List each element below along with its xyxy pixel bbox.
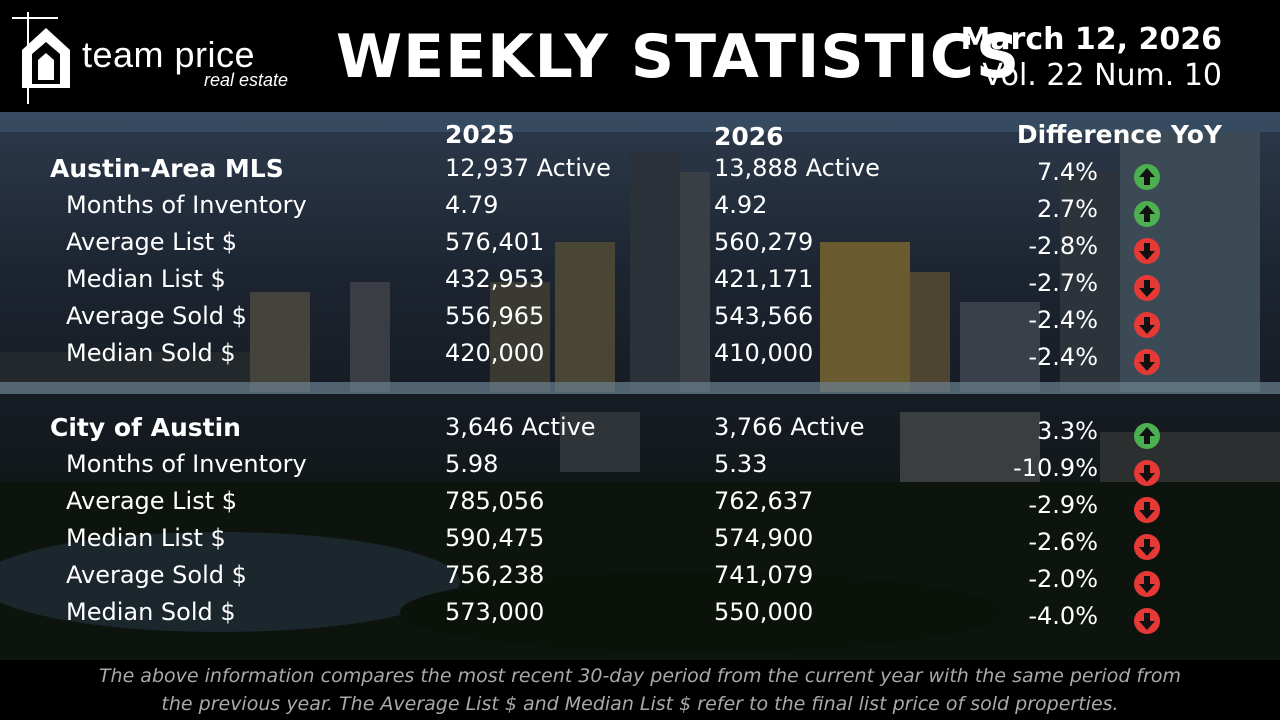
brand-subtitle: real estate (204, 70, 289, 90)
arrow-down-icon (1134, 275, 1160, 301)
section-title: Austin-Area MLS (50, 154, 284, 183)
row-value-2026: 5.33 (714, 450, 768, 478)
row-difference: -4.0% (1028, 602, 1098, 630)
row-label: Median List $ (66, 524, 226, 552)
row-difference: -2.6% (1028, 528, 1098, 556)
section-title: City of Austin (50, 413, 241, 442)
row-difference: -10.9% (1013, 454, 1098, 482)
active-difference: 7.4% (1037, 158, 1098, 186)
row-difference: -2.0% (1028, 565, 1098, 593)
row-label: Average Sold $ (66, 302, 247, 330)
footer-line-1: The above information compares the most … (98, 665, 1182, 687)
arrow-down-icon (1134, 497, 1160, 523)
arrow-down-icon (1134, 534, 1160, 560)
arrow-up-icon (1134, 423, 1160, 449)
active-2026: 13,888 Active (714, 154, 880, 182)
column-header-2025: 2025 (445, 120, 515, 149)
footer-note: The above information compares the most … (0, 660, 1280, 720)
row-label: Median Sold $ (66, 598, 236, 626)
row-difference: -2.7% (1028, 269, 1098, 297)
house-icon (12, 12, 70, 104)
row-difference: -2.4% (1028, 306, 1098, 334)
issue-date: March 12, 2026 (960, 22, 1222, 57)
page-title: WEEKLY STATISTICS (336, 22, 1021, 92)
row-label: Average List $ (66, 487, 238, 515)
arrow-down-icon (1134, 238, 1160, 264)
row-value-2025: 756,238 (445, 561, 545, 589)
active-2025: 12,937 Active (445, 154, 611, 182)
row-label: Months of Inventory (66, 191, 307, 219)
arrow-down-icon (1134, 349, 1160, 375)
row-value-2025: 432,953 (445, 265, 545, 293)
row-value-2026: 741,079 (714, 561, 814, 589)
issue-volume: Vol. 22 Num. 10 (982, 58, 1222, 93)
row-value-2026: 4.92 (714, 191, 768, 219)
active-2025: 3,646 Active (445, 413, 596, 441)
row-value-2025: 556,965 (445, 302, 545, 330)
active-difference: 3.3% (1037, 417, 1098, 445)
row-value-2026: 410,000 (714, 339, 814, 367)
row-value-2026: 421,171 (714, 265, 814, 293)
row-difference: 2.7% (1037, 195, 1098, 223)
row-value-2025: 573,000 (445, 598, 545, 626)
arrow-down-icon (1134, 608, 1160, 634)
row-value-2025: 576,401 (445, 228, 545, 256)
row-label: Average List $ (66, 228, 238, 256)
row-label: Average Sold $ (66, 561, 247, 589)
column-header-difference: Difference YoY (1016, 120, 1222, 149)
arrow-up-icon (1134, 201, 1160, 227)
row-difference: -2.4% (1028, 343, 1098, 371)
row-value-2025: 4.79 (445, 191, 499, 219)
row-value-2025: 785,056 (445, 487, 545, 515)
arrow-up-icon (1134, 164, 1160, 190)
column-header-2026: 2026 (714, 122, 784, 151)
brand-name: team price (82, 34, 256, 75)
header: team price real estate WEEKLY STATISTICS… (0, 0, 1280, 112)
row-value-2026: 550,000 (714, 598, 814, 626)
arrow-down-icon (1134, 571, 1160, 597)
row-value-2026: 560,279 (714, 228, 814, 256)
row-label: Median Sold $ (66, 339, 236, 367)
row-difference: -2.9% (1028, 491, 1098, 519)
row-label: Median List $ (66, 265, 226, 293)
row-value-2026: 574,900 (714, 524, 814, 552)
row-label: Months of Inventory (66, 450, 307, 478)
row-value-2025: 590,475 (445, 524, 545, 552)
row-value-2025: 420,000 (445, 339, 545, 367)
footer-line-2: the previous year. The Average List $ an… (161, 693, 1119, 715)
row-difference: -2.8% (1028, 232, 1098, 260)
row-value-2025: 5.98 (445, 450, 499, 478)
arrow-down-icon (1134, 460, 1160, 486)
active-2026: 3,766 Active (714, 413, 865, 441)
arrow-down-icon (1134, 312, 1160, 338)
row-value-2026: 543,566 (714, 302, 814, 330)
row-value-2026: 762,637 (714, 487, 814, 515)
